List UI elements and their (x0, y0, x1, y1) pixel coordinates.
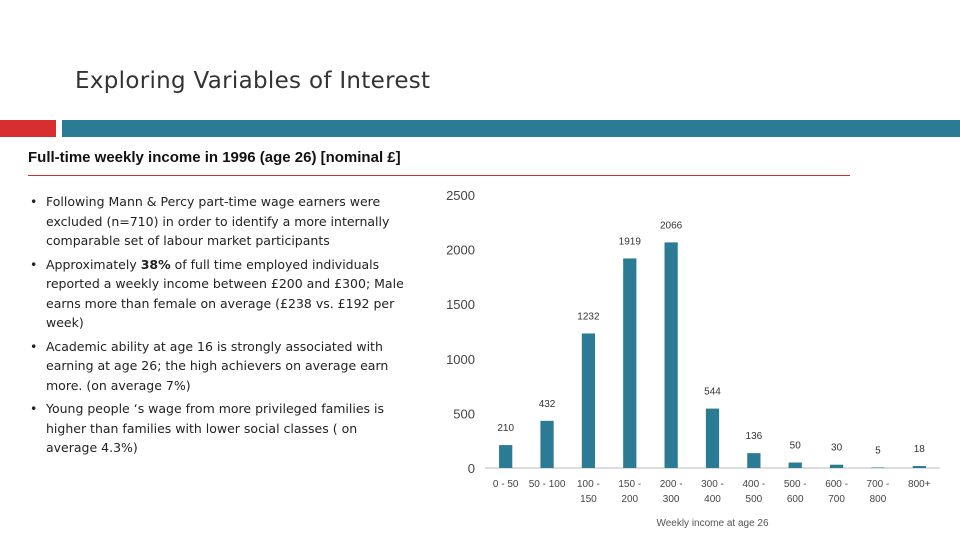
bar (747, 453, 761, 468)
bullet-list: Following Mann & Percy part-time wage ea… (28, 192, 408, 462)
chart-subtitle: Full-time weekly income in 1996 (age 26)… (28, 149, 401, 166)
accent-bar-teal (62, 120, 960, 137)
bar (499, 445, 513, 468)
bullet-item: Following Mann & Percy part-time wage ea… (28, 192, 408, 251)
x-tick-label: 700 -800 (867, 479, 890, 505)
x-axis-title: Weekly income at age 26 (656, 518, 769, 529)
data-label: 18 (914, 444, 926, 455)
y-tick-label: 1500 (446, 297, 475, 312)
bar (664, 242, 678, 468)
data-label: 5 (875, 445, 881, 456)
data-label: 1919 (619, 236, 642, 247)
x-tick-label: 150 -200 (618, 479, 641, 505)
y-tick-label: 2000 (446, 243, 475, 258)
accent-bar-red (0, 120, 56, 137)
bullet-item: Academic ability at age 16 is strongly a… (28, 337, 408, 396)
x-tick-label: 100 -150 (577, 479, 600, 505)
x-tick-label: 300 -400 (701, 479, 724, 505)
x-tick-label: 500 -600 (784, 479, 807, 505)
x-tick-label: 200 -300 (660, 479, 683, 505)
x-tick-label: 0 - 50 (493, 479, 519, 490)
page-title: Exploring Variables of Interest (75, 68, 431, 94)
data-label: 50 (790, 441, 802, 452)
bar (912, 466, 926, 468)
y-tick-label: 2500 (446, 188, 475, 203)
x-tick-label: 400 -500 (742, 479, 765, 505)
bar (540, 420, 554, 468)
x-tick-label: 800+ (908, 479, 931, 490)
bullet-item: Young people ‘s wage from more privilege… (28, 399, 408, 458)
bar (871, 467, 885, 468)
x-tick-label: 600 -700 (825, 479, 848, 505)
bullet-item: Approximately 38% of full time employed … (28, 255, 408, 333)
y-tick-label: 500 (453, 406, 475, 421)
x-tick-label: 50 - 100 (529, 479, 566, 490)
y-tick-label: 0 (468, 461, 475, 476)
data-label: 1232 (577, 311, 600, 322)
bar (705, 408, 720, 468)
data-label: 432 (539, 399, 556, 410)
subtitle-divider (28, 175, 850, 176)
data-label: 2066 (660, 220, 683, 231)
bar (581, 333, 596, 468)
y-tick-label: 1000 (446, 352, 475, 367)
bar (788, 462, 802, 468)
data-label: 136 (746, 431, 763, 442)
data-label: 544 (704, 387, 721, 398)
bar (623, 258, 637, 468)
data-label: 210 (497, 423, 514, 434)
data-label: 30 (831, 443, 843, 454)
bar (829, 464, 844, 468)
income-bar-chart: 0 500 1000 1500 2000 2500 210 0 - 50 432 50 - 100… (446, 188, 940, 529)
